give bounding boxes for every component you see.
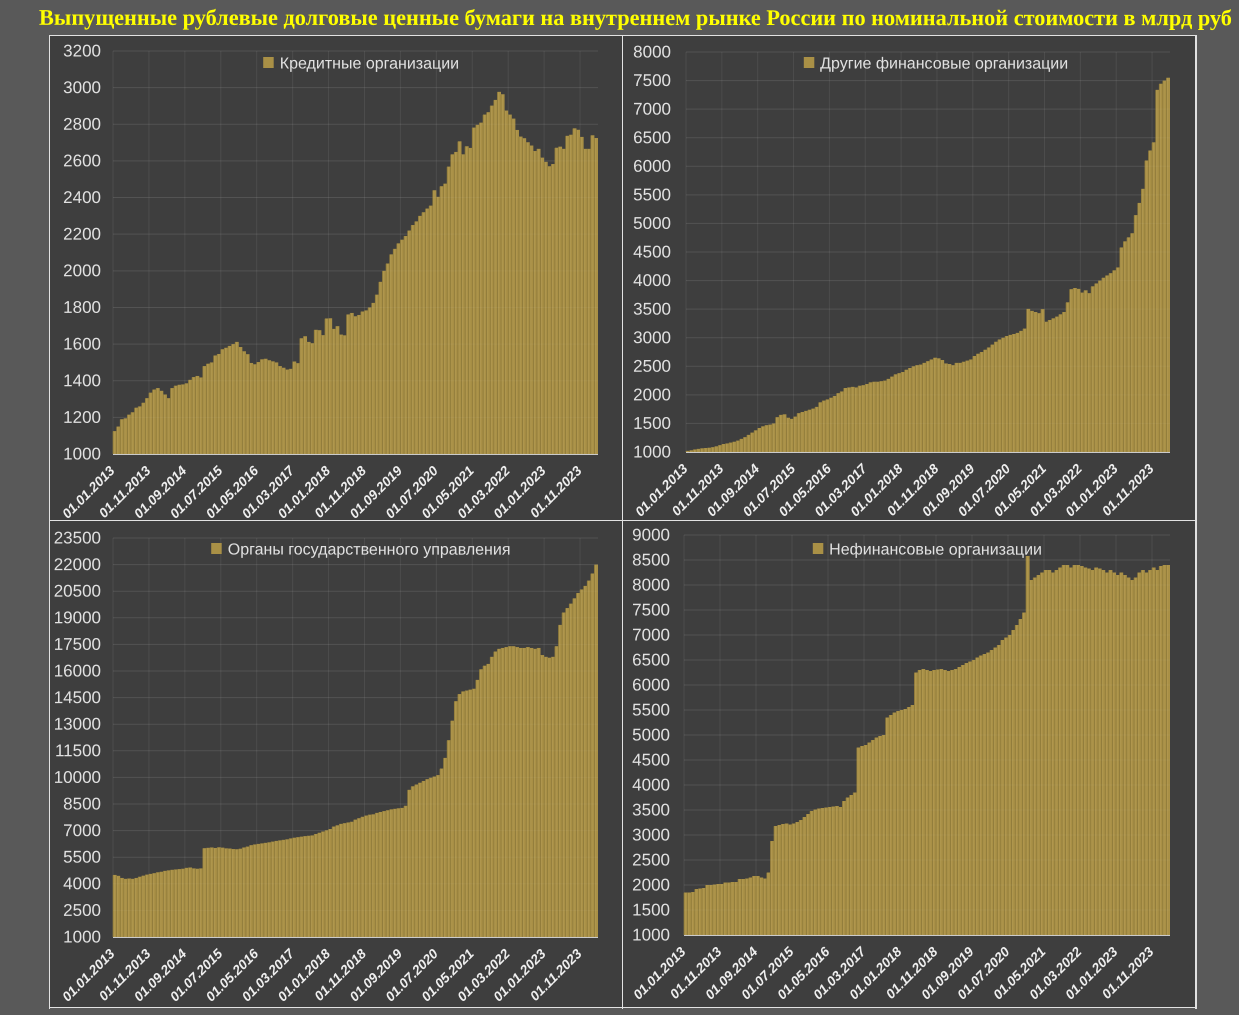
svg-text:2800: 2800	[63, 115, 101, 134]
svg-text:1000: 1000	[63, 444, 101, 463]
svg-text:2000: 2000	[63, 261, 101, 280]
svg-text:7500: 7500	[632, 600, 670, 619]
svg-text:8000: 8000	[633, 42, 671, 61]
svg-text:6500: 6500	[632, 650, 670, 669]
svg-text:5500: 5500	[63, 848, 101, 867]
svg-text:9000: 9000	[632, 525, 670, 544]
svg-text:2500: 2500	[632, 850, 670, 869]
svg-text:7000: 7000	[63, 821, 101, 840]
svg-text:5500: 5500	[633, 185, 671, 204]
svg-text:2200: 2200	[63, 225, 101, 244]
svg-text:3000: 3000	[632, 825, 670, 844]
svg-text:17500: 17500	[54, 635, 101, 654]
svg-text:20500: 20500	[54, 582, 101, 601]
svg-text:14500: 14500	[54, 688, 101, 707]
svg-text:Органы государственного управл: Органы государственного управления	[228, 542, 511, 559]
svg-text:8500: 8500	[632, 550, 670, 569]
svg-text:3000: 3000	[633, 328, 671, 347]
svg-text:10000: 10000	[54, 768, 101, 787]
svg-text:1000: 1000	[632, 925, 670, 944]
svg-text:13000: 13000	[54, 715, 101, 734]
svg-text:1500: 1500	[633, 414, 671, 433]
svg-text:2000: 2000	[632, 875, 670, 894]
svg-text:2000: 2000	[633, 385, 671, 404]
svg-text:2500: 2500	[63, 901, 101, 920]
svg-text:22000: 22000	[54, 555, 101, 574]
svg-text:11500: 11500	[55, 741, 101, 760]
svg-text:5000: 5000	[633, 214, 671, 233]
svg-text:5500: 5500	[632, 700, 670, 719]
svg-text:2500: 2500	[633, 357, 671, 376]
svg-text:1000: 1000	[63, 927, 101, 946]
svg-text:5000: 5000	[632, 725, 670, 744]
svg-text:19000: 19000	[54, 608, 101, 627]
svg-text:3500: 3500	[632, 800, 670, 819]
svg-text:1500: 1500	[632, 900, 670, 919]
svg-text:Другие финансовые организации: Другие финансовые организации	[820, 56, 1068, 73]
svg-text:Кредитные организации: Кредитные организации	[280, 56, 459, 73]
svg-text:7500: 7500	[633, 71, 671, 90]
svg-text:3000: 3000	[63, 78, 101, 97]
svg-text:1600: 1600	[63, 335, 101, 354]
svg-text:4000: 4000	[63, 874, 101, 893]
svg-text:1000: 1000	[633, 442, 671, 461]
svg-text:7000: 7000	[632, 625, 670, 644]
svg-text:Нефинансовые организации: Нефинансовые организации	[829, 542, 1042, 559]
svg-text:6000: 6000	[633, 157, 671, 176]
svg-text:4000: 4000	[633, 271, 671, 290]
svg-text:7000: 7000	[633, 100, 671, 119]
svg-text:1400: 1400	[63, 371, 101, 390]
svg-text:23500: 23500	[54, 528, 101, 547]
svg-text:16000: 16000	[54, 661, 101, 680]
svg-text:3200: 3200	[63, 41, 101, 60]
svg-text:2400: 2400	[63, 188, 101, 207]
svg-text:4500: 4500	[633, 242, 671, 261]
svg-text:1800: 1800	[63, 298, 101, 317]
svg-text:8000: 8000	[632, 575, 670, 594]
svg-text:2600: 2600	[63, 151, 101, 170]
svg-text:1200: 1200	[63, 408, 101, 427]
svg-text:8500: 8500	[63, 794, 101, 813]
svg-text:3500: 3500	[633, 300, 671, 319]
svg-text:6500: 6500	[633, 128, 671, 147]
svg-text:6000: 6000	[632, 675, 670, 694]
svg-text:4000: 4000	[632, 775, 670, 794]
svg-text:4500: 4500	[632, 750, 670, 769]
